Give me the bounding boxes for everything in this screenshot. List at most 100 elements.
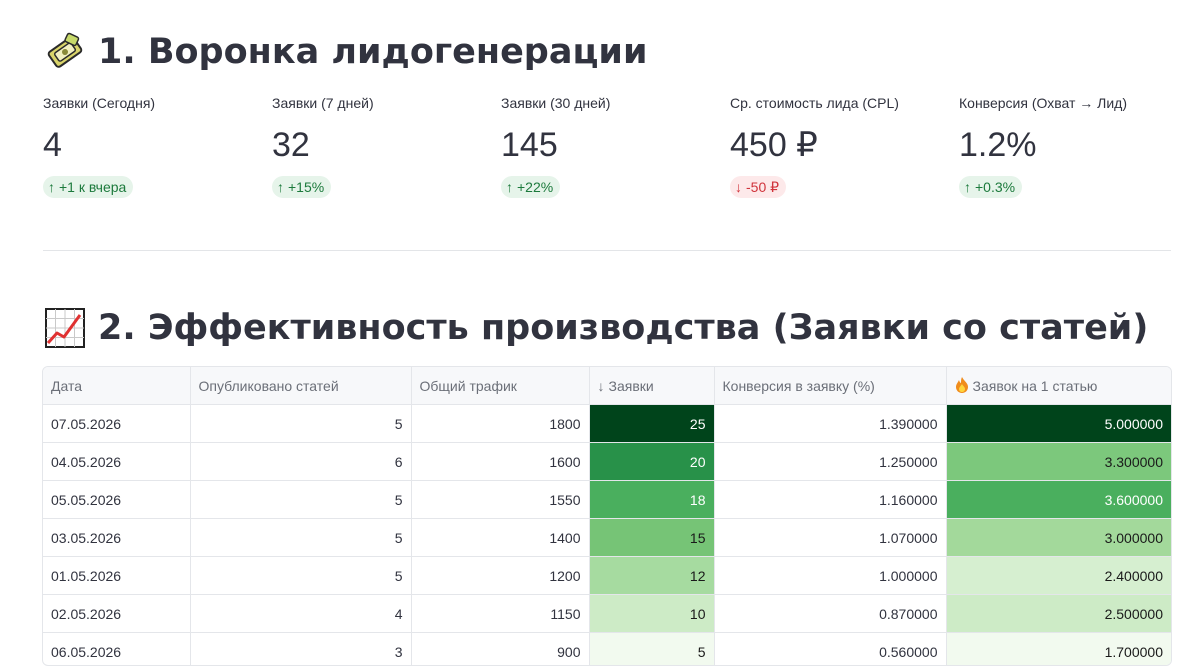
metric-delta: ↑ +22% [501, 176, 561, 198]
metric-value: 32 [272, 126, 310, 164]
cell-traffic[interactable]: 1200 [411, 556, 590, 595]
cell-conversion[interactable]: 1.070000 [714, 518, 947, 557]
cell-traffic[interactable]: 1800 [411, 404, 590, 443]
column-header-articles[interactable]: Опубликовано статей [190, 367, 412, 405]
metric-delta: ↑ +1 к вчера [43, 176, 134, 198]
section-2-title: 2. Эффективность производства (Заявки со… [98, 308, 1149, 348]
cell-articles[interactable]: 5 [190, 518, 412, 557]
metric-conversion: Конверсия (Охват → Лид) 1.2% ↑ +0.3% [959, 92, 1179, 198]
table-row[interactable]: 02.05.2026 4 1150 10 0.870000 2.500000 [43, 594, 1171, 633]
arrow-up-icon: ↑ [48, 179, 55, 195]
cell-conversion[interactable]: 1.000000 [714, 556, 947, 595]
divider [43, 250, 1171, 251]
cell-articles[interactable]: 6 [190, 442, 412, 481]
cell-traffic[interactable]: 1600 [411, 442, 590, 481]
cell-leads[interactable]: 18 [589, 480, 715, 519]
column-header-leads-label: Заявки [608, 377, 654, 394]
cell-traffic[interactable]: 1150 [411, 594, 590, 633]
metrics-row: Заявки (Сегодня) 4 ↑ +1 к вчера Заявки (… [43, 92, 1173, 202]
metric-delta-text: +15% [288, 179, 325, 195]
metric-value: 145 [501, 126, 558, 164]
funnel-emoji-icon [47, 32, 83, 68]
metric-delta: ↑ +0.3% [959, 176, 1023, 198]
cell-articles[interactable]: 3 [190, 632, 412, 665]
table-row[interactable]: 06.05.2026 3 900 5 0.560000 1.700000 [43, 632, 1171, 665]
metric-delta-text: +1 к вчера [59, 179, 127, 195]
cell-leads[interactable]: 5 [589, 632, 715, 665]
cell-conversion[interactable]: 1.160000 [714, 480, 947, 519]
column-header-leads[interactable]: ↓ Заявки [589, 367, 715, 405]
arrow-up-icon: ↑ [506, 179, 513, 195]
metric-delta: ↓ -50 ₽ [730, 176, 787, 198]
sort-descending-icon: ↓ [597, 377, 605, 394]
metric-label: Ср. стоимость лида (CPL) [730, 95, 899, 111]
metric-delta-text: +0.3% [975, 179, 1016, 195]
cell-conversion[interactable]: 1.250000 [714, 442, 947, 481]
cell-articles[interactable]: 5 [190, 556, 412, 595]
table-row[interactable]: 03.05.2026 5 1400 15 1.070000 3.000000 [43, 518, 1171, 557]
table-header-row: Дата Опубликовано статей Общий трафик ↓ З… [43, 367, 1171, 405]
table-row[interactable]: 07.05.2026 5 1800 25 1.390000 5.000000 [43, 404, 1171, 443]
column-header-leads-per-article-label: Заявок на 1 статью [972, 378, 1098, 394]
cell-traffic[interactable]: 1550 [411, 480, 590, 519]
cell-date[interactable]: 02.05.2026 [43, 594, 191, 633]
cell-articles[interactable]: 5 [190, 480, 412, 519]
section-1-heading: 1. Воронка лидогенерации [44, 28, 647, 76]
arrow-down-icon: ↓ [735, 179, 742, 195]
cell-leads-per-article[interactable]: 5.000000 [946, 404, 1171, 443]
cell-leads-per-article[interactable]: 2.500000 [946, 594, 1171, 633]
cell-date[interactable]: 03.05.2026 [43, 518, 191, 557]
metric-delta-text: +22% [517, 179, 554, 195]
metric-value: 4 [43, 126, 62, 164]
data-table: Дата Опубликовано статей Общий трафик ↓ З… [43, 367, 1171, 665]
cell-leads-per-article[interactable]: 3.300000 [946, 442, 1171, 481]
cell-leads[interactable]: 12 [589, 556, 715, 595]
cell-leads-per-article[interactable]: 1.700000 [946, 632, 1171, 665]
cell-traffic[interactable]: 1400 [411, 518, 590, 557]
section-1-title: 1. Воронка лидогенерации [98, 32, 648, 72]
metric-value: 450 ₽ [730, 126, 818, 164]
cell-leads[interactable]: 15 [589, 518, 715, 557]
column-header-conversion[interactable]: Конверсия в заявку (%) [714, 367, 947, 405]
column-header-date[interactable]: Дата [43, 367, 191, 405]
metric-cpl: Ср. стоимость лида (CPL) 450 ₽ ↓ -50 ₽ [730, 92, 950, 198]
articles-dataframe[interactable]: Дата Опубликовано статей Общий трафик ↓ З… [42, 366, 1172, 666]
arrow-up-icon: ↑ [964, 179, 971, 195]
column-header-traffic[interactable]: Общий трафик [411, 367, 590, 405]
metric-leads-today: Заявки (Сегодня) 4 ↑ +1 к вчера [43, 92, 263, 198]
arrow-up-icon: ↑ [277, 179, 284, 195]
metric-delta-text: -50 ₽ [746, 179, 780, 195]
cell-leads-per-article[interactable]: 2.400000 [946, 556, 1171, 595]
cell-conversion[interactable]: 0.870000 [714, 594, 947, 633]
cell-traffic[interactable]: 900 [411, 632, 590, 665]
column-header-leads-per-article[interactable]: Заявок на 1 статью [946, 367, 1171, 405]
cell-leads[interactable]: 10 [589, 594, 715, 633]
metric-label: Заявки (30 дней) [501, 95, 611, 111]
chart-increasing-icon [45, 308, 85, 348]
metric-value: 1.2% [959, 126, 1037, 164]
table-row[interactable]: 05.05.2026 5 1550 18 1.160000 3.600000 [43, 480, 1171, 519]
cell-conversion[interactable]: 0.560000 [714, 632, 947, 665]
cell-date[interactable]: 04.05.2026 [43, 442, 191, 481]
metric-label: Заявки (7 дней) [272, 95, 374, 111]
metric-leads-30-days: Заявки (30 дней) 145 ↑ +22% [501, 92, 721, 198]
section-2-heading: 2. Эффективность производства (Заявки со… [44, 304, 1148, 352]
table-row[interactable]: 01.05.2026 5 1200 12 1.000000 2.400000 [43, 556, 1171, 595]
metric-label: Конверсия (Охват → Лид) [959, 95, 1127, 111]
metric-leads-7-days: Заявки (7 дней) 32 ↑ +15% [272, 92, 492, 198]
cell-articles[interactable]: 4 [190, 594, 412, 633]
table-row[interactable]: 04.05.2026 6 1600 20 1.250000 3.300000 [43, 442, 1171, 481]
cell-leads[interactable]: 25 [589, 404, 715, 443]
metric-label: Заявки (Сегодня) [43, 95, 156, 111]
cell-leads-per-article[interactable]: 3.600000 [946, 480, 1171, 519]
cell-leads-per-article[interactable]: 3.000000 [946, 518, 1171, 557]
cell-date[interactable]: 06.05.2026 [43, 632, 191, 665]
cell-conversion[interactable]: 1.390000 [714, 404, 947, 443]
cell-date[interactable]: 07.05.2026 [43, 404, 191, 443]
cell-date[interactable]: 01.05.2026 [43, 556, 191, 595]
fire-icon [955, 377, 968, 393]
cell-leads[interactable]: 20 [589, 442, 715, 481]
cell-date[interactable]: 05.05.2026 [43, 480, 191, 519]
metric-delta: ↑ +15% [272, 176, 332, 198]
cell-articles[interactable]: 5 [190, 404, 412, 443]
